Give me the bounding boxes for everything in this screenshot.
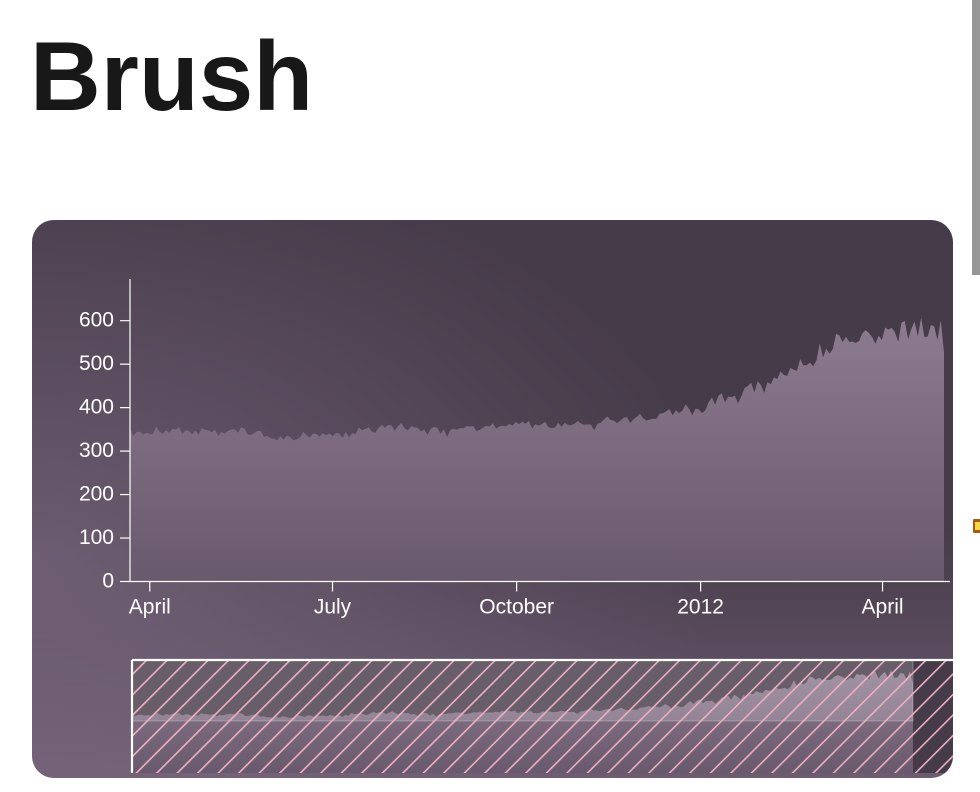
svg-text:600: 600 [79, 309, 114, 332]
svg-text:0: 0 [102, 570, 114, 593]
svg-text:July: July [314, 596, 352, 619]
svg-text:April: April [862, 596, 904, 619]
svg-text:October: October [479, 596, 554, 619]
svg-text:300: 300 [79, 439, 114, 462]
svg-text:100: 100 [79, 526, 114, 549]
svg-text:April: April [129, 596, 171, 619]
svg-text:400: 400 [79, 396, 114, 419]
svg-text:2012: 2012 [677, 596, 724, 619]
svg-text:200: 200 [79, 483, 114, 506]
svg-text:500: 500 [79, 352, 114, 375]
